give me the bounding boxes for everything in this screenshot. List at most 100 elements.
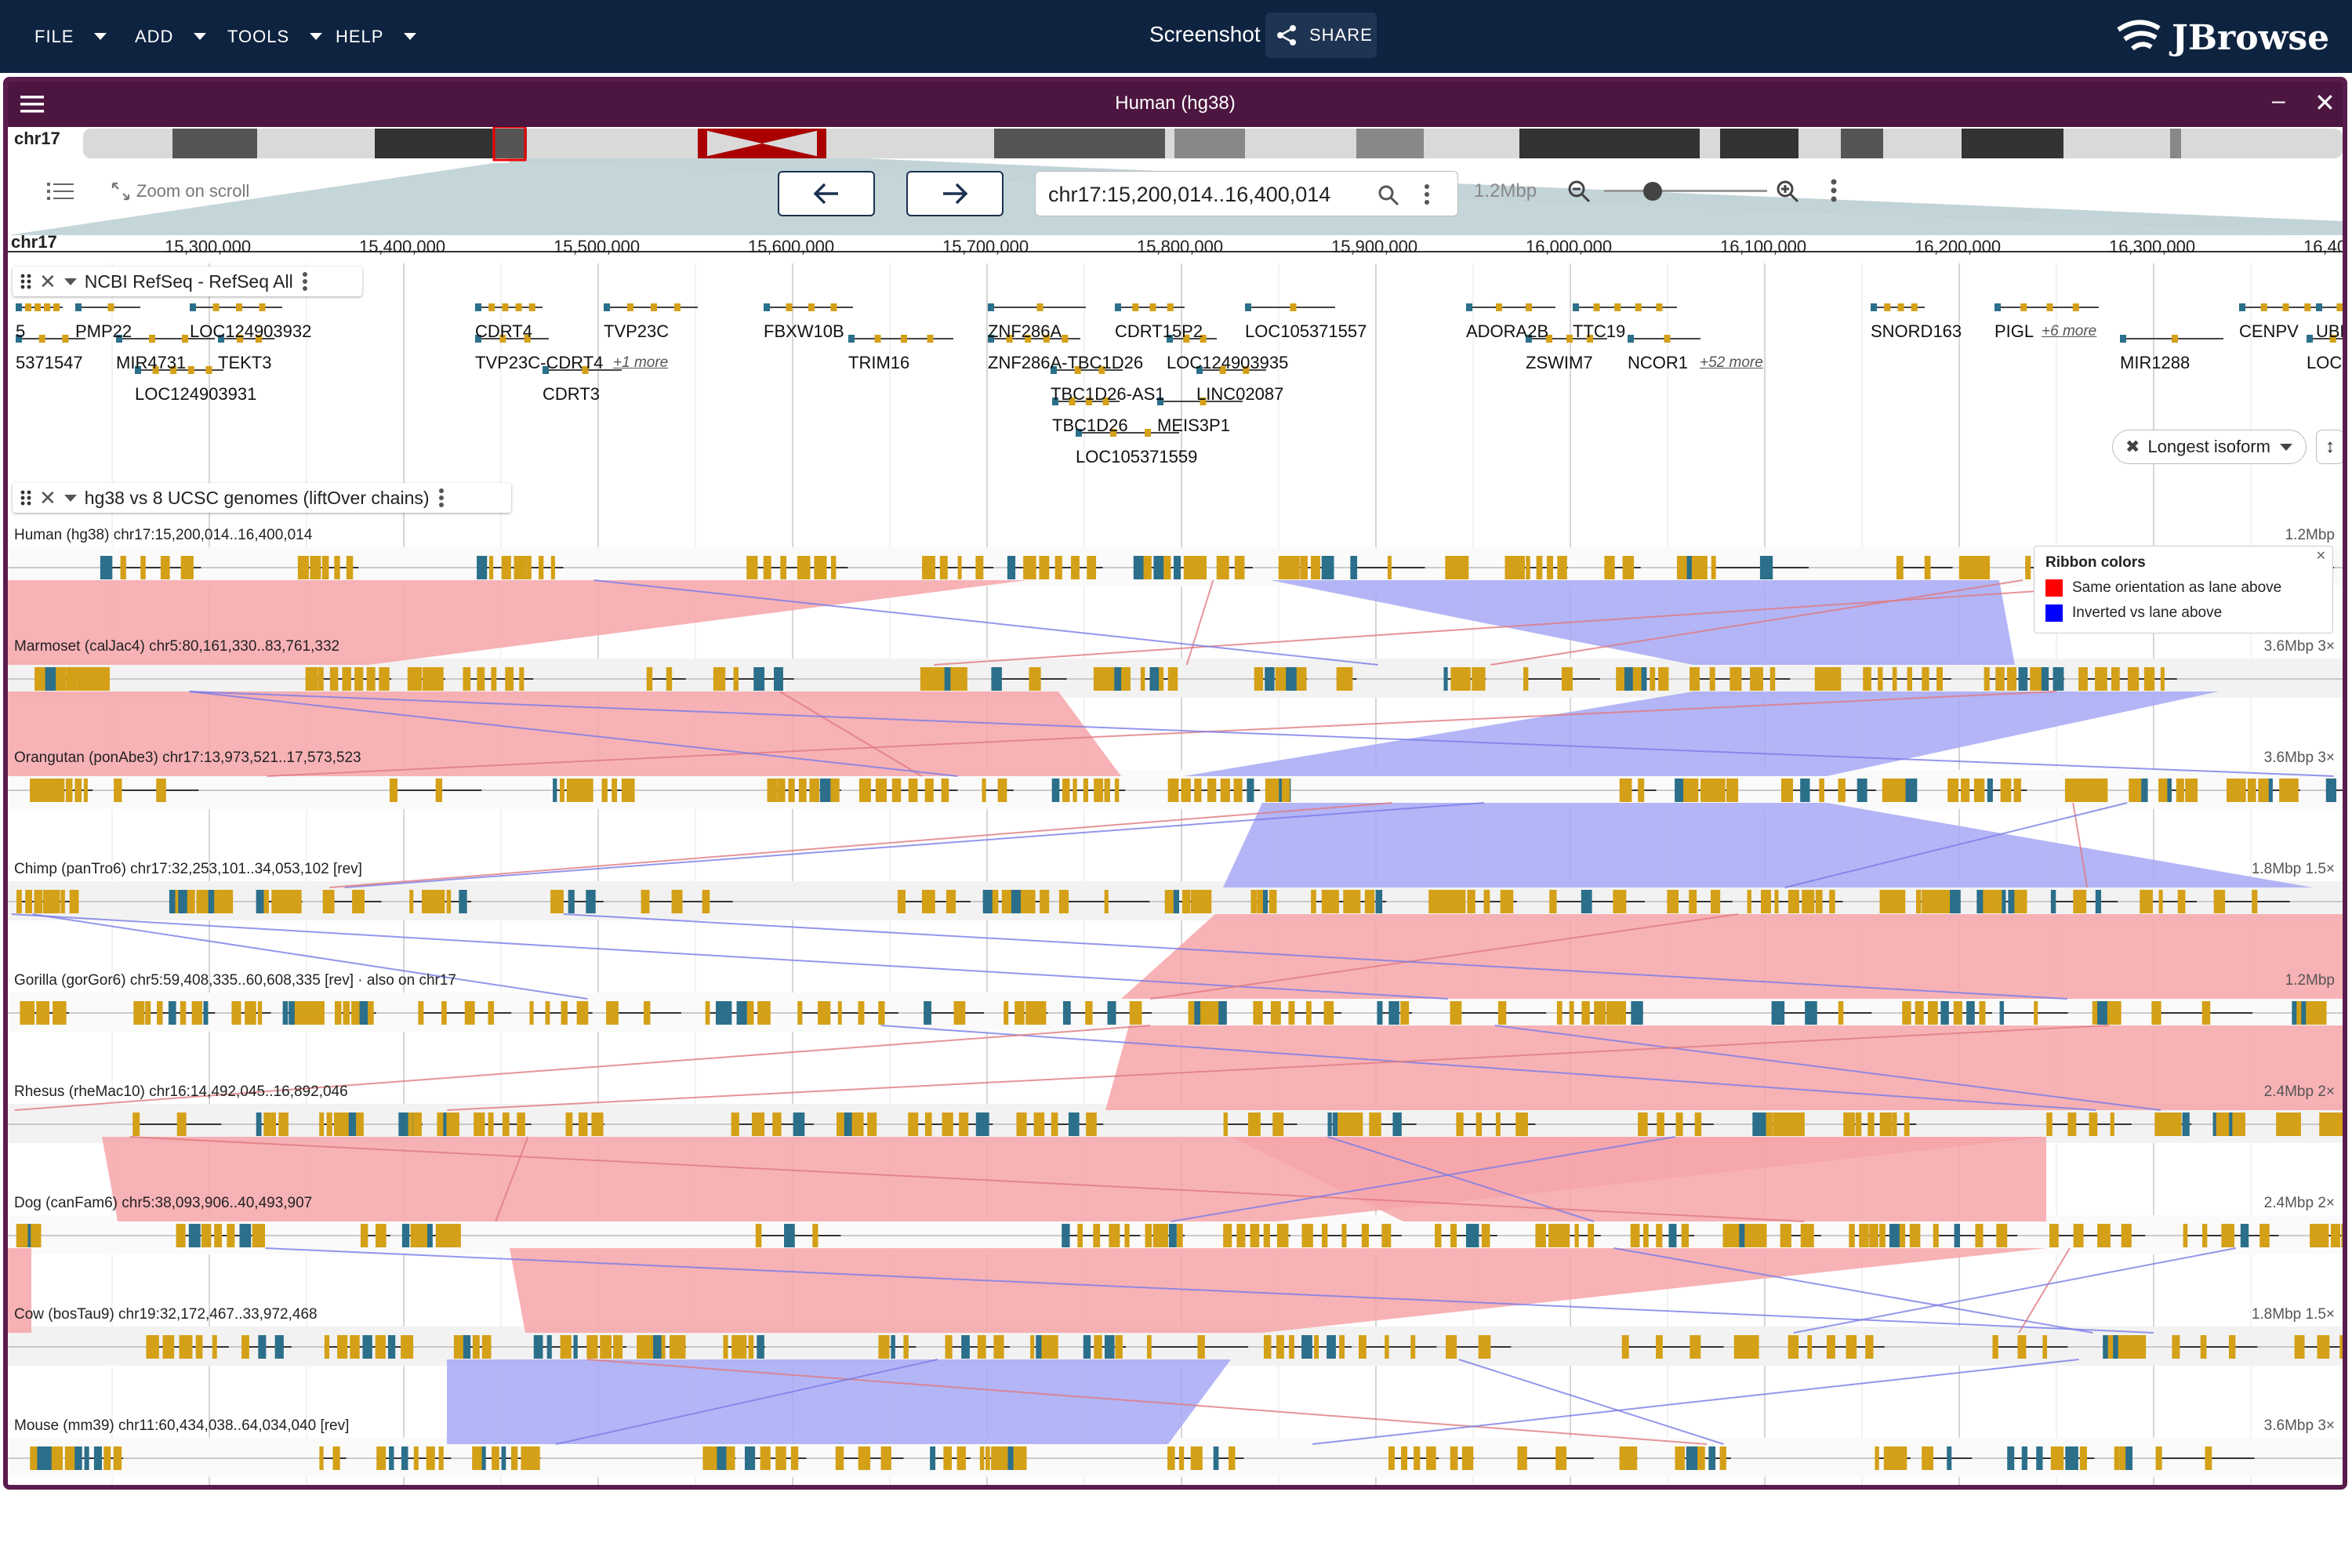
lane-gene-exon: [924, 1112, 932, 1136]
drag-handle-icon[interactable]: [20, 489, 31, 506]
zoom-slider[interactable]: [1604, 180, 1767, 202]
lane-gene-exon: [1709, 779, 1719, 802]
lane-label[interactable]: Cow (bosTau9) chr19:32,172,467..33,972,4…: [14, 1306, 318, 1323]
gene-label[interactable]: LOC124903935: [1167, 353, 1289, 372]
lane-label[interactable]: Marmoset (calJac4) chr5:80,161,330..83,7…: [14, 638, 340, 655]
zoom-out-icon[interactable]: [1566, 179, 1592, 204]
gene-label[interactable]: SNORD163: [1871, 321, 1962, 341]
gene-label[interactable]: LOC124903932: [190, 321, 312, 341]
lane-gene-exon: [1641, 667, 1647, 691]
lane-label[interactable]: Rhesus (rheMac10) chr16:14,492,045..16,8…: [14, 1083, 348, 1100]
gene-label[interactable]: PIGL: [1994, 321, 2034, 341]
gene-label[interactable]: LINC02087: [1196, 384, 1284, 404]
help-menu[interactable]: HELP: [336, 0, 417, 73]
lane-gene-exon: [1744, 1224, 1751, 1247]
lane-label[interactable]: Mouse (mm39) chr11:60,434,038..64,034,04…: [14, 1417, 350, 1434]
gene-label[interactable]: ZNF286A-TBC1D26: [988, 353, 1144, 372]
gene-label[interactable]: CDRT15P2: [1115, 321, 1203, 341]
drag-handle-icon[interactable]: [20, 273, 31, 290]
gene-label[interactable]: LOC124903931: [135, 384, 257, 404]
search-icon[interactable]: [1377, 184, 1399, 206]
add-menu[interactable]: ADD: [135, 0, 207, 73]
more-genes-link[interactable]: +52 more: [1700, 354, 1763, 371]
view-title[interactable]: Human (hg38): [1115, 93, 1236, 114]
gene-label[interactable]: TVP23C-CDRT4: [475, 353, 604, 372]
lane-label[interactable]: Human (hg38) chr17:15,200,014..16,400,01…: [14, 527, 313, 543]
kebab-menu-icon[interactable]: [437, 487, 445, 509]
lane-gene-exon: [1083, 1335, 1091, 1359]
gene-label[interactable]: FBXW10B: [764, 321, 844, 341]
lane-gene-exon: [140, 556, 146, 579]
share-button[interactable]: SHARE: [1265, 13, 1377, 58]
gene-label[interactable]: TTC19: [1573, 321, 1626, 341]
chevron-down-icon[interactable]: [64, 494, 77, 502]
zoom-on-scroll-toggle[interactable]: Zoom on scroll: [47, 180, 249, 202]
lane-label[interactable]: Chimp (panTro6) chr17:32,253,101..34,053…: [14, 861, 362, 877]
gene-label[interactable]: CENPV: [2239, 321, 2299, 341]
location-search-box[interactable]: chr17:15,200,014..16,400,014: [1035, 171, 1458, 216]
lane-label[interactable]: Gorilla (gorGor6) chr5:59,408,335..60,60…: [14, 972, 456, 989]
gene-label[interactable]: MIR4731: [116, 353, 187, 372]
close-icon[interactable]: ✕: [2315, 550, 2326, 563]
view-menu-icon[interactable]: [20, 94, 44, 114]
lane-gene-exon: [517, 1112, 525, 1136]
gene-label[interactable]: TVP23C: [604, 321, 670, 341]
gene-label[interactable]: UBB: [2316, 321, 2343, 341]
gene-label[interactable]: LOC105371559: [1076, 447, 1198, 466]
view-options-icon[interactable]: [1830, 177, 1838, 204]
tools-menu[interactable]: TOOLS: [227, 0, 323, 73]
lane-gene-exon: [418, 1001, 424, 1025]
lane-gene-exon: [477, 556, 488, 579]
gene-label[interactable]: CDRT4: [475, 321, 532, 341]
pan-right-button[interactable]: [906, 171, 1004, 216]
more-genes-link[interactable]: +6 more: [2042, 323, 2097, 339]
lane-gene-exon: [798, 779, 807, 802]
gene-label[interactable]: NCOR1: [1628, 353, 1689, 372]
lane-label[interactable]: Orangutan (ponAbe3) chr17:13,973,521..17…: [14, 750, 361, 766]
lane-gene-exon: [20, 1001, 30, 1025]
lane-gene-exon: [1461, 1446, 1474, 1470]
gene-label[interactable]: TBC1D26: [1052, 416, 1128, 435]
kebab-menu-icon[interactable]: [301, 270, 309, 292]
zoom-in-icon[interactable]: [1775, 179, 1800, 204]
gene-label[interactable]: TBC1D26-AS1: [1051, 384, 1165, 404]
lane-gene-exon: [739, 1335, 747, 1359]
gene-label[interactable]: LOC1: [2307, 353, 2347, 372]
gene-label[interactable]: ZSWIM7: [1526, 353, 1593, 372]
minimize-icon[interactable]: –: [2272, 88, 2285, 114]
gene-label[interactable]: MEIS3P1: [1157, 416, 1230, 435]
gene-label[interactable]: TRIM16: [848, 353, 910, 372]
lane-gene-exon: [788, 779, 795, 802]
kebab-menu-icon[interactable]: [1423, 183, 1431, 206]
isoform-select[interactable]: ✖ Longest isoform: [2112, 430, 2307, 464]
chevron-down-icon[interactable]: [64, 278, 77, 285]
gene-label[interactable]: PMP22: [75, 321, 132, 341]
tracks-canvas[interactable]: [8, 263, 2343, 1490]
close-icon[interactable]: ✕: [39, 485, 56, 510]
chevron-down-icon: [404, 33, 417, 40]
gene-label[interactable]: CDRT3: [543, 384, 600, 404]
gene-label[interactable]: 5371547: [16, 353, 83, 372]
close-icon[interactable]: ✕: [2314, 89, 2336, 117]
file-menu[interactable]: FILE: [34, 0, 107, 73]
gene-exon: [1006, 335, 1013, 343]
gene-label[interactable]: MIR1288: [2120, 353, 2190, 372]
track-list-icon[interactable]: [47, 180, 74, 202]
lane-gene-exon: [1039, 556, 1050, 579]
gene-label[interactable]: ZNF286A: [988, 321, 1062, 341]
location-input[interactable]: chr17:15,200,014..16,400,014: [1048, 183, 1331, 206]
gene-label[interactable]: 5: [16, 321, 26, 341]
gene-label[interactable]: LOC105371557: [1245, 321, 1367, 341]
more-genes-link[interactable]: +1 more: [613, 354, 669, 371]
expand-height-button[interactable]: ↕: [2316, 430, 2343, 464]
lane-label[interactable]: Dog (canFam6) chr5:38,093,906..40,493,90…: [14, 1195, 313, 1211]
lane-gene-exon: [1460, 556, 1468, 579]
gene-label[interactable]: ADORA2B: [1466, 321, 1549, 341]
close-icon[interactable]: ✕: [39, 269, 56, 293]
lane-gene-exon: [1400, 1001, 1410, 1025]
gene-label[interactable]: TEKT3: [218, 353, 272, 372]
zoom-slider-thumb[interactable]: [1643, 182, 1662, 201]
lane-gene-exon: [1865, 1335, 1874, 1359]
session-title[interactable]: Screenshot: [1149, 22, 1261, 46]
pan-left-button[interactable]: [778, 171, 875, 216]
